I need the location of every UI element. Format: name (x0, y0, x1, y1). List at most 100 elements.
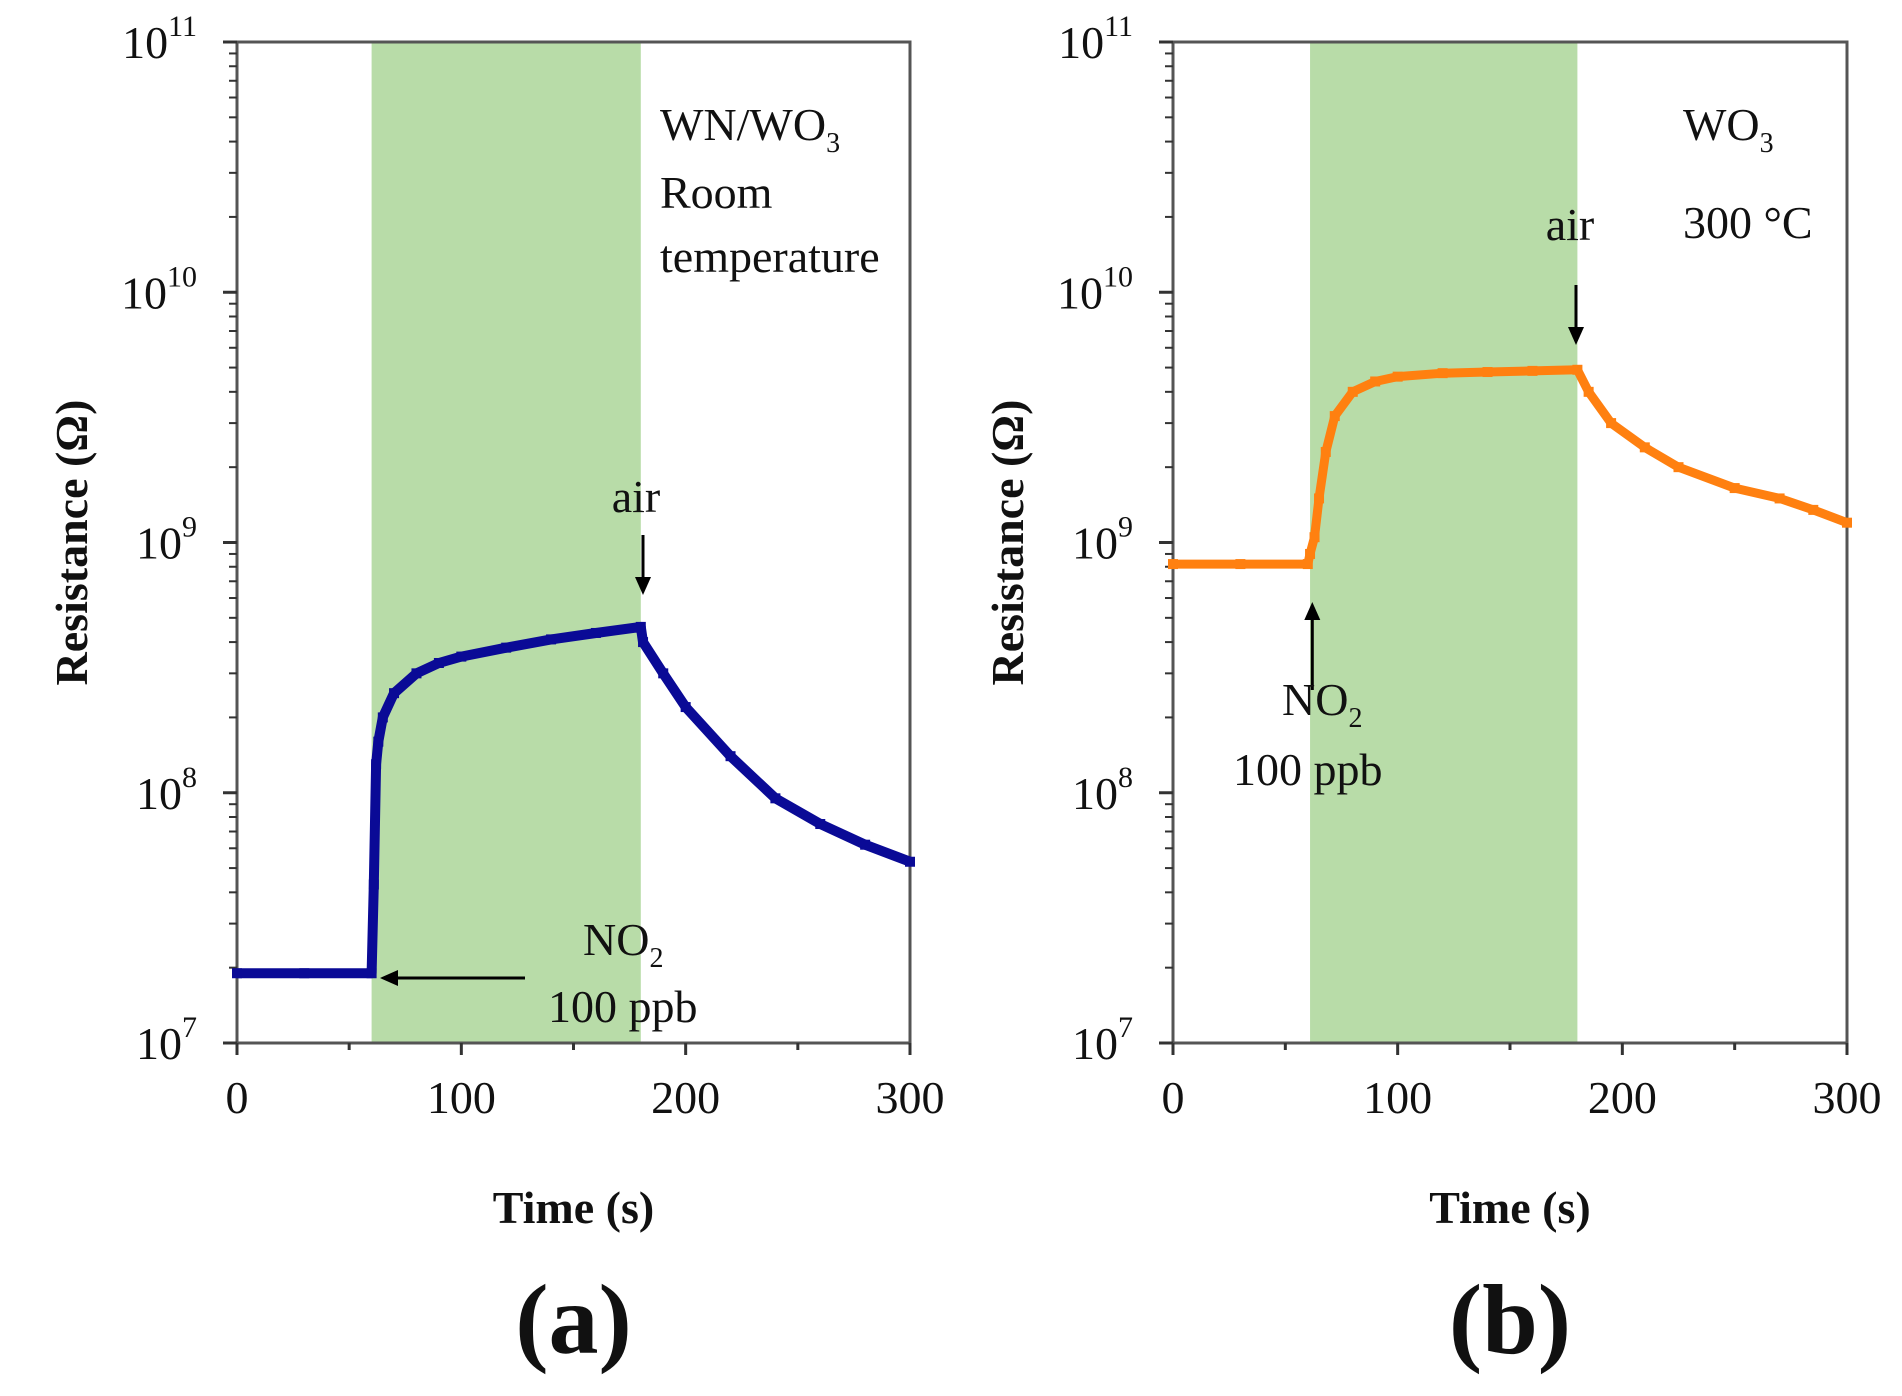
data-point (658, 668, 669, 679)
y-tick-base: 10 (1058, 17, 1104, 68)
arrow-head (380, 970, 398, 986)
data-point (1314, 493, 1325, 504)
y-tick-label: 108 (1072, 761, 1133, 819)
data-point (1842, 517, 1852, 528)
y-tick-label: 109 (136, 511, 197, 569)
data-point (1639, 442, 1650, 453)
air-label: air (612, 471, 661, 522)
y-tick-base: 10 (136, 1018, 182, 1069)
y-tick-label: 107 (1072, 1011, 1133, 1069)
material-text: WO (1683, 99, 1760, 150)
material-subscript: 3 (826, 128, 840, 159)
arrow-head (1304, 602, 1321, 620)
data-point (1583, 386, 1594, 397)
condition-label: Room (660, 167, 773, 218)
y-tick-label: 1011 (122, 10, 197, 68)
data-point (1329, 411, 1340, 422)
data-point (1305, 548, 1316, 559)
gas-exposure-region (1310, 42, 1578, 1043)
data-point (1309, 532, 1320, 543)
gas-exposure-region (371, 42, 641, 1043)
condition-label: 300 °C (1683, 197, 1813, 248)
panel-label: (a) (515, 1264, 632, 1375)
gas-subscript: 2 (1348, 703, 1362, 734)
data-point (860, 839, 871, 850)
x-axis-label: Time (s) (1429, 1182, 1590, 1233)
gas-text: NO (1282, 674, 1348, 725)
y-tick-label: 109 (1072, 511, 1133, 569)
material-subscript: 3 (1760, 128, 1774, 159)
data-point (1320, 446, 1331, 457)
data-point (680, 702, 691, 713)
y-tick-base: 10 (136, 518, 182, 569)
data-point (1606, 418, 1617, 429)
gas-label: NO2 (583, 914, 663, 974)
y-tick-exponent: 7 (1118, 1011, 1133, 1044)
y-tick-exponent: 8 (182, 761, 197, 794)
data-point (905, 856, 915, 867)
data-point (389, 688, 400, 699)
x-tick-label: 100 (1363, 1072, 1432, 1123)
y-tick-label: 1010 (121, 260, 197, 318)
data-point (590, 627, 601, 638)
data-point (1729, 483, 1740, 494)
data-point (501, 642, 512, 653)
data-point (1572, 364, 1583, 375)
material-text: WN/WO (660, 99, 826, 150)
x-tick-label: 200 (651, 1072, 720, 1123)
data-point (411, 668, 422, 679)
data-point (1482, 367, 1493, 378)
y-tick-exponent: 9 (1118, 511, 1133, 544)
arrow-head (635, 577, 651, 595)
data-point (433, 657, 444, 668)
data-point (770, 793, 781, 804)
data-point (635, 621, 646, 632)
data-point (546, 634, 557, 645)
data-point (1392, 371, 1403, 382)
data-point (366, 968, 377, 979)
y-tick-base: 10 (121, 267, 167, 318)
y-tick-label: 108 (136, 761, 197, 819)
panel-label: (b) (1449, 1264, 1571, 1375)
y-tick-exponent: 11 (1104, 10, 1133, 43)
data-point (725, 751, 736, 762)
concentration-label: 100 ppb (1233, 744, 1383, 795)
y-tick-exponent: 8 (1118, 761, 1133, 794)
x-tick-label: 0 (1162, 1072, 1185, 1123)
data-point (1168, 559, 1178, 570)
data-point (368, 879, 379, 890)
concentration-label: 100 ppb (548, 981, 698, 1032)
y-tick-base: 10 (1072, 1018, 1118, 1069)
data-point (232, 968, 242, 979)
y-tick-label: 1010 (1057, 260, 1133, 318)
gas-label: NO2 (1282, 674, 1362, 734)
data-point (1302, 559, 1313, 570)
y-tick-exponent: 7 (182, 1011, 197, 1044)
data-point (1527, 365, 1538, 376)
air-label: air (1546, 199, 1595, 250)
y-axis-label: Resistance (Ω) (982, 400, 1033, 686)
x-tick-label: 100 (427, 1072, 496, 1123)
x-tick-label: 300 (1813, 1072, 1882, 1123)
y-tick-base: 10 (1072, 518, 1118, 569)
data-point (1673, 462, 1684, 473)
data-point (1437, 368, 1448, 379)
condition-label-2: temperature (660, 231, 880, 282)
x-tick-label: 0 (226, 1072, 249, 1123)
data-point (815, 819, 826, 830)
y-tick-label: 107 (136, 1011, 197, 1069)
y-tick-label: 1011 (1058, 10, 1133, 68)
data-point (1235, 559, 1246, 570)
y-axis-label: Resistance (Ω) (46, 400, 97, 686)
gas-subscript: 2 (649, 943, 663, 974)
y-tick-base: 10 (1057, 267, 1103, 318)
x-axis-label: Time (s) (493, 1182, 654, 1233)
y-tick-exponent: 10 (1103, 260, 1133, 293)
y-tick-exponent: 11 (168, 10, 197, 43)
data-point (638, 637, 649, 648)
y-tick-base: 10 (1072, 768, 1118, 819)
material-label: WO3 (1683, 99, 1774, 159)
y-tick-base: 10 (122, 17, 168, 68)
